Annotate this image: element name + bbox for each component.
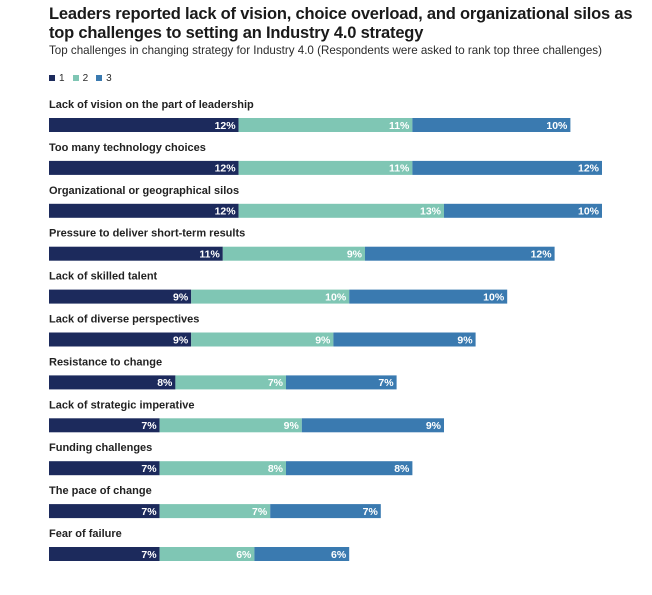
legend-label-1: 1 xyxy=(59,72,65,84)
category-label: Lack of skilled talent xyxy=(49,271,158,283)
bar-segment-rank-3 xyxy=(365,246,555,261)
data-label: 10% xyxy=(325,291,347,303)
bar-segment-rank-3 xyxy=(412,160,602,175)
data-label: 12% xyxy=(531,249,553,261)
bar-segment-rank-2 xyxy=(222,246,365,261)
bar-segment-rank-3 xyxy=(412,118,571,132)
data-label: 8% xyxy=(157,377,173,389)
data-label: 7% xyxy=(378,377,394,389)
chart-subtitle: Top challenges in changing strategy for … xyxy=(49,44,602,57)
data-label: 10% xyxy=(483,291,505,303)
bar-segment-rank-2 xyxy=(191,289,350,304)
bar-segment-rank-2 xyxy=(238,160,413,175)
data-label: 11% xyxy=(389,163,410,175)
data-label: 9% xyxy=(173,334,189,346)
data-label: 10% xyxy=(546,120,568,132)
data-label: 11% xyxy=(389,120,410,132)
legend-label-3: 3 xyxy=(106,72,112,84)
data-label: 8% xyxy=(268,463,284,475)
data-label: 7% xyxy=(141,506,157,518)
category-label: Funding challenges xyxy=(49,442,152,454)
bar-segment-rank-1 xyxy=(49,504,160,519)
data-label: 9% xyxy=(173,291,189,303)
data-label: 10% xyxy=(578,206,600,218)
bar-segment-rank-1 xyxy=(49,547,160,561)
data-label: 12% xyxy=(215,163,237,175)
bar-segment-rank-2 xyxy=(175,375,286,390)
bar-segment-rank-1 xyxy=(49,160,239,175)
bar-segment-rank-1 xyxy=(49,203,239,218)
legend-item-1: 1 xyxy=(49,73,65,84)
bar-segment-rank-3 xyxy=(270,504,381,519)
data-label: 7% xyxy=(363,506,379,518)
chart-title: Leaders reported lack of vision, choice … xyxy=(49,5,633,42)
bar-segment-rank-2 xyxy=(159,418,302,433)
category-label: Pressure to deliver short-term results xyxy=(49,228,245,240)
legend-swatch-1 xyxy=(49,75,55,81)
category-label: Lack of vision on the part of leadership xyxy=(49,99,254,111)
bar-segment-rank-1 xyxy=(49,332,192,347)
data-label: 7% xyxy=(141,420,157,432)
legend-label-2: 2 xyxy=(82,72,89,84)
category-label: Lack of strategic imperative xyxy=(49,399,195,411)
bar-segment-rank-2 xyxy=(191,332,334,347)
data-label: 9% xyxy=(426,420,442,432)
bar-segment-rank-1 xyxy=(49,461,160,476)
data-label: 6% xyxy=(331,549,347,561)
data-label: 6% xyxy=(236,549,252,561)
bar-segment-rank-2 xyxy=(159,504,271,519)
category-label: Fear of failure xyxy=(49,528,122,540)
bar-segment-rank-3 xyxy=(349,289,508,304)
data-label: 12% xyxy=(215,206,237,218)
legend: 1 2 3 xyxy=(49,72,120,84)
bar-segment-rank-3 xyxy=(286,375,397,390)
data-label: 7% xyxy=(268,377,284,389)
category-label: Resistance to change xyxy=(49,356,162,368)
bar-segment-rank-3 xyxy=(254,547,350,561)
category-label: Lack of diverse perspectives xyxy=(49,314,199,326)
bar-segment-rank-2 xyxy=(238,203,444,218)
data-label: 11% xyxy=(199,249,220,261)
category-label: Too many technology choices xyxy=(49,142,206,154)
bar-segment-rank-1 xyxy=(49,289,192,304)
data-label: 7% xyxy=(141,549,157,561)
bar-segment-rank-1 xyxy=(49,118,239,132)
bar-segment-rank-1 xyxy=(49,375,176,390)
data-label: 9% xyxy=(347,249,363,261)
bar-segment-rank-1 xyxy=(49,246,223,261)
data-label: 9% xyxy=(284,420,300,432)
category-label: The pace of change xyxy=(49,485,152,497)
bar-segment-rank-2 xyxy=(238,118,413,132)
bar-segment-rank-1 xyxy=(49,418,160,433)
bar-segment-rank-2 xyxy=(159,547,255,561)
bar-segment-rank-3 xyxy=(301,418,444,433)
data-label: 13% xyxy=(420,206,442,218)
bar-segment-rank-3 xyxy=(333,332,476,347)
bar-segment-rank-3 xyxy=(286,461,413,476)
legend-item-2: 2 xyxy=(72,72,89,84)
bar-segment-rank-3 xyxy=(444,203,602,218)
data-label: 12% xyxy=(578,163,600,175)
data-label: 9% xyxy=(315,334,331,346)
bar-segment-rank-2 xyxy=(159,461,286,476)
data-label: 12% xyxy=(215,120,237,132)
data-label: 9% xyxy=(457,334,473,346)
legend-swatch-2 xyxy=(72,75,79,81)
data-label: 8% xyxy=(394,463,410,475)
data-label: 7% xyxy=(141,463,157,475)
legend-item-3: 3 xyxy=(96,73,112,84)
category-label: Organizational or geographical silos xyxy=(49,185,239,197)
legend-swatch-3 xyxy=(96,75,103,81)
data-label: 7% xyxy=(252,506,268,518)
